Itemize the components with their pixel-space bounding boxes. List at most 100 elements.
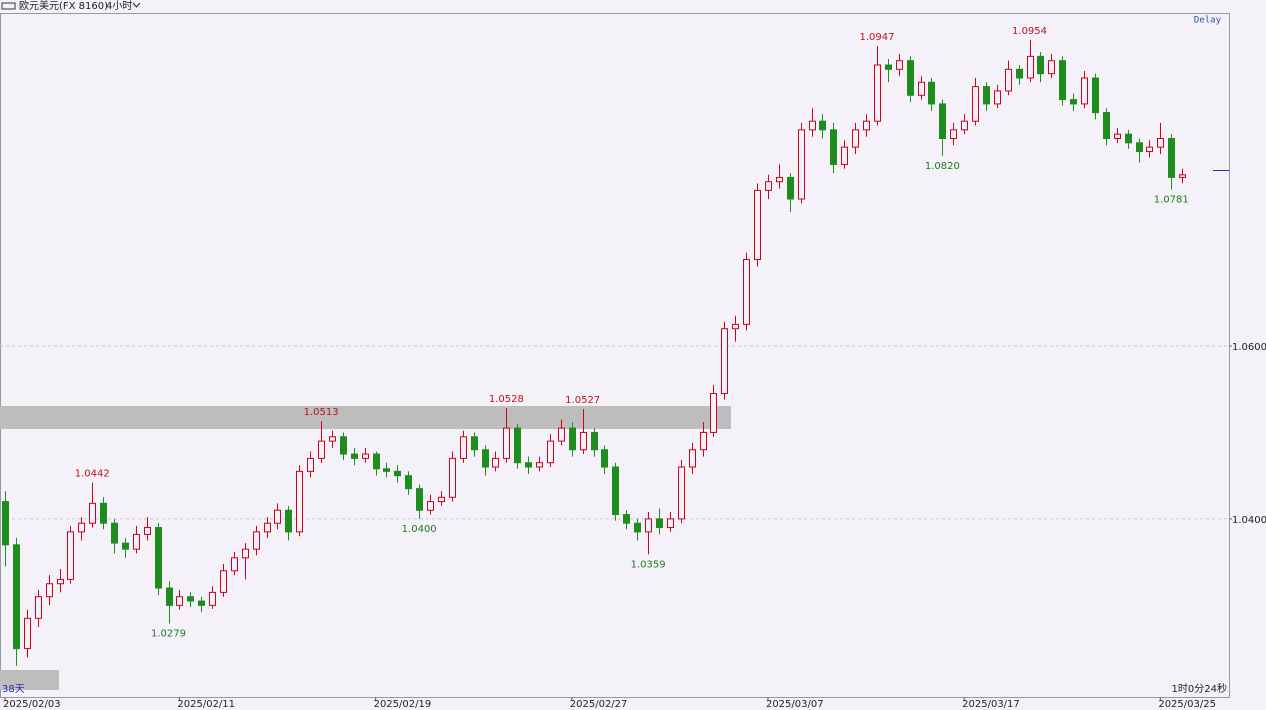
extreme-label: 1.0781 [1154,195,1189,206]
candle-body [1136,142,1143,152]
candle-body [580,431,587,451]
candle-body [416,488,423,511]
candle-body [885,64,892,70]
candle-body [503,427,510,459]
candle-body [863,120,870,131]
candle-body [155,527,162,589]
x-tick-label: 2025/03/25 [1158,699,1216,710]
candle-body [852,129,859,148]
candle-body [460,436,467,459]
candle-body [209,591,216,606]
candle-body [1146,146,1153,152]
extreme-label: 1.0279 [151,629,186,640]
header[interactable]: 欧元美元(FX 8160) 4小时 [1,0,141,12]
candle-body [547,440,554,464]
candle-body [841,146,848,165]
candle-body [220,570,227,593]
candle-body [700,431,707,451]
candle-body [89,502,96,524]
candle-body [242,548,249,559]
extreme-label: 1.0527 [565,395,600,406]
candle-body [830,129,837,165]
candle-body [1059,60,1066,101]
candle-body [2,501,9,546]
candle-body [732,323,739,330]
candle-body [907,60,914,96]
candle-body [787,176,794,200]
extreme-label: 1.0513 [304,407,339,418]
candle-body [111,522,118,544]
candle-body [939,103,946,139]
candle-body [994,90,1001,105]
candle-body [754,189,761,261]
candle-body [874,64,881,122]
extreme-label: 1.0528 [489,394,524,405]
candle-body [1048,60,1055,75]
candle-body [35,596,42,619]
x-tick-label: 2025/02/27 [570,699,628,710]
candle-body [471,436,478,451]
candle-body [689,449,696,468]
candle-body [438,496,445,503]
candle-body [710,393,717,433]
candle-body [1092,77,1099,114]
candle-body [264,522,271,533]
candle-body [656,518,663,529]
x-tick-label: 2025/02/03 [3,699,61,710]
candle-body [645,518,652,533]
candle-body [1070,99,1077,105]
candle-body [492,457,499,468]
candle-body [678,466,685,520]
delay-label: Delay [1194,16,1222,26]
candle-body [961,120,968,131]
extreme-label: 1.0954 [1012,26,1047,37]
candle-body [809,120,816,131]
extreme-label: 1.0359 [631,559,666,570]
candle-body [285,509,292,533]
candle-body [329,436,336,442]
extreme-label: 1.0947 [859,32,894,43]
zone-band [0,406,731,429]
candle-body [536,462,543,468]
candle-body [394,470,401,477]
candle-body [1168,137,1175,178]
extreme-label: 1.0442 [75,469,110,480]
candle-body [798,129,805,200]
range-label: 38天 [2,684,25,695]
symbol-title: 欧元美元(FX 8160) [19,0,108,12]
extreme-label: 1.0820 [925,161,960,172]
zone-box [0,670,59,690]
candle-body [296,470,303,533]
candle-body [274,509,281,524]
candle-body [383,468,390,472]
y-tick-label: 1.0600 [1232,342,1266,353]
candle-body [928,81,935,105]
candle-body [1114,133,1121,139]
countdown: 1时0分24秒 [1172,682,1227,695]
plot-frame [0,13,1230,698]
candle-body [78,522,85,533]
y-tick-label: 1.0400 [1232,515,1266,526]
candle-body [765,181,772,191]
candle-body [601,449,608,468]
candle-body [623,514,630,524]
candle-body [972,86,979,122]
candle-body [569,427,576,451]
candle-body [1027,55,1034,79]
dropdown-icon[interactable] [132,2,141,8]
candle-body [307,457,314,472]
candle-body [231,557,238,572]
candle-body [100,502,107,524]
candle-body [983,86,990,105]
candle-body [24,617,31,650]
timeframe[interactable]: 4小时 [106,0,132,12]
candle-body [46,583,53,598]
extreme-label: 1.0400 [402,524,437,535]
icon [1,2,16,10]
candle-body [318,440,325,459]
candle-body [1081,77,1088,105]
candle-body [591,431,598,451]
candle-body [1157,137,1164,148]
